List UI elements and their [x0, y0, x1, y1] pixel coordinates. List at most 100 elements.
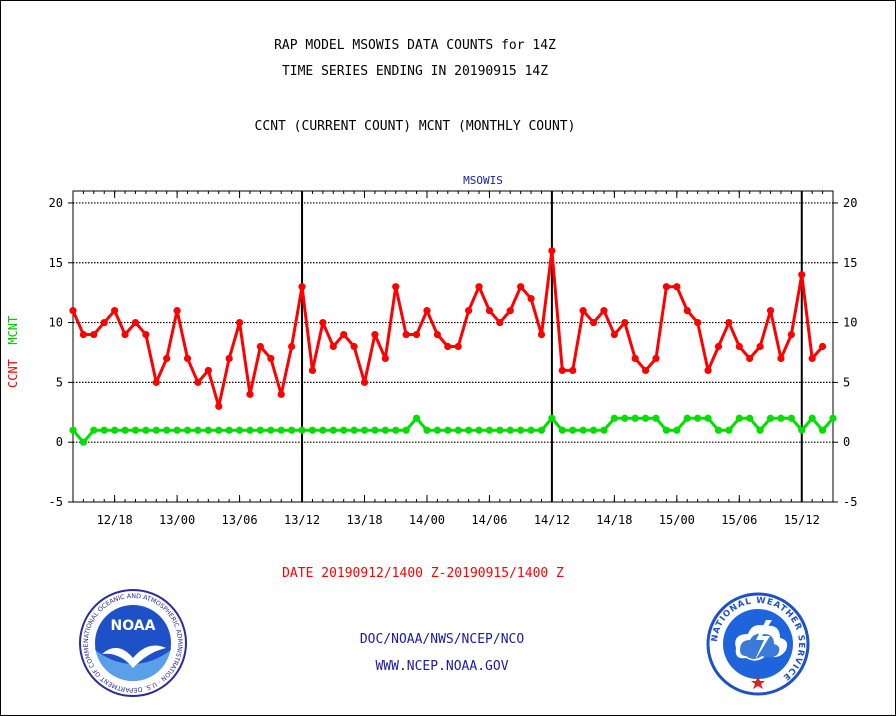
- data-point-mcnt: [246, 426, 254, 434]
- data-point-ccnt: [225, 354, 233, 363]
- data-point-ccnt: [79, 330, 88, 339]
- data-point-mcnt: [714, 426, 723, 434]
- data-point-mcnt: [496, 426, 504, 434]
- data-point-ccnt: [569, 366, 577, 375]
- data-point-ccnt: [183, 354, 192, 363]
- data-point-ccnt: [589, 318, 598, 327]
- data-point-ccnt: [319, 318, 327, 327]
- data-point-ccnt: [642, 366, 650, 375]
- noaa-logo: NOAA NATIONAL OCEANIC AND ATMOSPHERIC AD…: [78, 588, 187, 697]
- data-point-ccnt: [517, 283, 525, 291]
- data-point-ccnt: [485, 307, 494, 315]
- data-point-mcnt: [517, 426, 525, 434]
- data-point-ccnt: [433, 330, 441, 339]
- data-point-mcnt: [392, 426, 400, 434]
- data-point-mcnt: [412, 414, 421, 422]
- data-point-ccnt: [392, 283, 400, 291]
- data-point-mcnt: [506, 426, 514, 434]
- chart-title-line2: TIME SERIES ENDING IN 20190915 14Z: [281, 64, 549, 79]
- data-point-mcnt: [360, 426, 369, 434]
- x-tick-label: 13/00: [159, 513, 195, 527]
- data-point-mcnt: [215, 426, 223, 434]
- data-point-mcnt: [777, 414, 785, 422]
- data-point-ccnt: [246, 390, 254, 398]
- data-point-mcnt: [277, 426, 285, 434]
- data-point-ccnt: [548, 247, 556, 255]
- data-point-ccnt: [256, 342, 264, 351]
- data-point-mcnt: [183, 426, 192, 434]
- data-point-mcnt: [579, 426, 587, 434]
- y-tick-label-left: 5: [56, 375, 63, 389]
- data-point-ccnt: [215, 402, 223, 410]
- y-tick-label-left: 15: [49, 256, 63, 270]
- data-point-mcnt: [267, 426, 275, 434]
- data-point-ccnt: [496, 318, 504, 327]
- x-tick-label: 15/06: [721, 513, 757, 527]
- data-point-mcnt: [204, 426, 212, 434]
- data-point-ccnt: [142, 330, 150, 339]
- data-point-ccnt: [152, 378, 160, 386]
- y-tick-label-right: 5: [843, 375, 850, 389]
- y-tick-label-left: -5: [49, 495, 63, 509]
- y-tick-label-right: 20: [843, 196, 857, 210]
- data-point-mcnt: [756, 426, 764, 434]
- data-point-ccnt: [714, 342, 723, 351]
- data-point-mcnt: [558, 426, 566, 434]
- data-point-mcnt: [444, 426, 452, 434]
- data-point-ccnt: [121, 330, 129, 339]
- noaa-logo-text: NOAA: [111, 618, 156, 634]
- data-point-ccnt: [235, 318, 244, 327]
- data-point-mcnt: [798, 426, 806, 434]
- data-point-mcnt: [683, 414, 691, 422]
- data-point-mcnt: [340, 426, 348, 434]
- data-point-mcnt: [298, 426, 306, 434]
- data-point-ccnt: [90, 330, 98, 339]
- data-point-mcnt: [288, 426, 296, 434]
- data-point-mcnt: [173, 426, 181, 434]
- data-point-mcnt: [735, 414, 743, 422]
- data-point-ccnt: [277, 390, 285, 398]
- data-point-ccnt: [798, 271, 806, 279]
- data-point-ccnt: [610, 330, 618, 339]
- data-point-ccnt: [308, 366, 317, 375]
- data-point-ccnt: [204, 366, 212, 375]
- data-point-ccnt: [465, 307, 473, 315]
- data-point-ccnt: [100, 318, 108, 327]
- data-point-ccnt: [371, 330, 379, 339]
- data-point-mcnt: [100, 426, 108, 434]
- data-point-mcnt: [131, 426, 140, 434]
- data-point-mcnt: [589, 426, 598, 434]
- data-point-mcnt: [600, 426, 608, 434]
- data-point-mcnt: [235, 426, 244, 434]
- data-point-ccnt: [756, 342, 764, 351]
- y-tick-label-left: 0: [56, 435, 63, 449]
- x-tick-label: 14/06: [471, 513, 507, 527]
- y-tick-label-right: 0: [843, 435, 850, 449]
- footer-url[interactable]: WWW.NCEP.NOAA.GOV: [375, 659, 509, 674]
- data-point-mcnt: [766, 414, 775, 422]
- data-point-mcnt: [111, 426, 119, 434]
- data-point-mcnt: [642, 414, 650, 422]
- data-point-ccnt: [662, 283, 671, 291]
- data-point-mcnt: [527, 426, 535, 434]
- data-point-mcnt: [163, 426, 171, 434]
- data-point-mcnt: [152, 426, 160, 434]
- data-point-mcnt: [433, 426, 441, 434]
- footer-org: DOC/NOAA/NWS/NCEP/NCO: [359, 632, 525, 647]
- data-point-ccnt: [131, 318, 140, 327]
- data-point-mcnt: [818, 426, 827, 434]
- data-point-ccnt: [673, 283, 681, 291]
- data-point-mcnt: [225, 426, 233, 434]
- data-point-mcnt: [142, 426, 150, 434]
- data-point-ccnt: [652, 354, 660, 363]
- data-point-ccnt: [777, 354, 785, 363]
- data-point-ccnt: [506, 307, 514, 315]
- data-point-mcnt: [829, 414, 837, 422]
- x-tick-label: 15/00: [659, 513, 695, 527]
- data-point-mcnt: [371, 426, 379, 434]
- data-point-mcnt: [465, 426, 473, 434]
- y-tick-label-left: 10: [49, 316, 63, 330]
- data-point-ccnt: [746, 354, 754, 363]
- data-point-mcnt: [808, 414, 816, 422]
